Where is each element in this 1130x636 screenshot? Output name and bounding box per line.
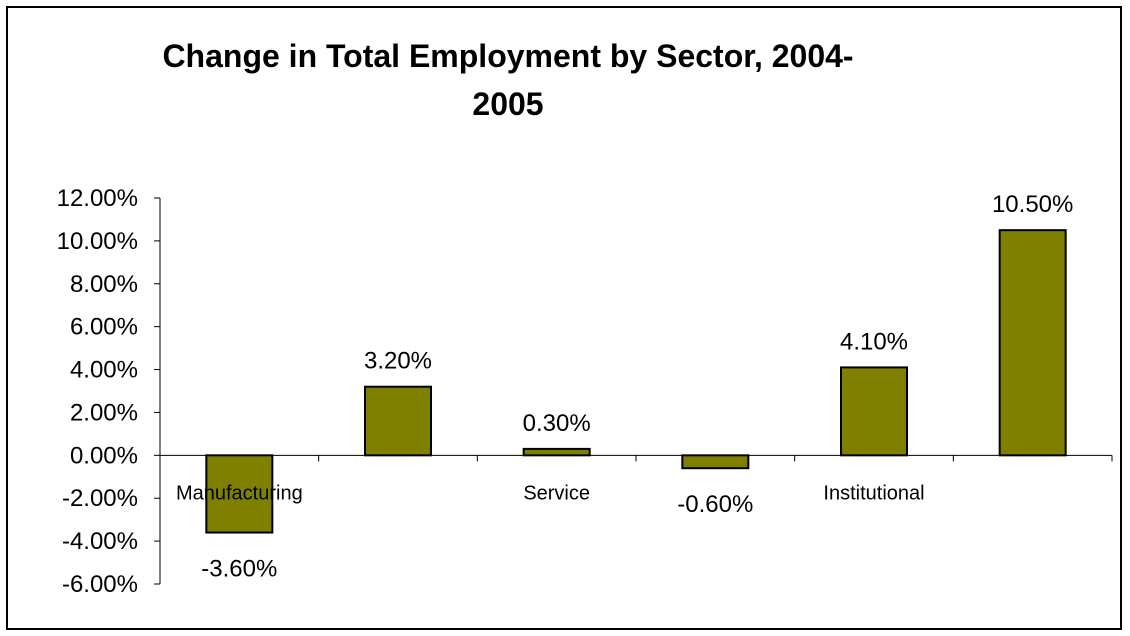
data-label: 3.20% bbox=[364, 348, 432, 375]
bar bbox=[681, 454, 750, 470]
category-label: Institutional bbox=[823, 482, 924, 504]
y-tick-label: 0.00% bbox=[70, 442, 138, 469]
bar bbox=[840, 366, 908, 457]
bar bbox=[205, 454, 274, 534]
y-tick-label: 2.00% bbox=[70, 399, 138, 426]
chart-title-line-1: Change in Total Employment by Sector, 20… bbox=[162, 38, 854, 74]
category-label: Service bbox=[523, 482, 590, 504]
bars bbox=[205, 229, 1067, 534]
y-tick-label: 6.00% bbox=[70, 314, 138, 341]
bar bbox=[364, 385, 432, 457]
x-axis bbox=[159, 454, 1113, 462]
category-label: Manufacturing bbox=[176, 482, 303, 504]
y-tick-label: 10.00% bbox=[57, 228, 138, 255]
y-tick-label: -4.00% bbox=[62, 528, 138, 555]
y-tick-label: -6.00% bbox=[62, 571, 138, 598]
data-label: -0.60% bbox=[677, 491, 753, 518]
y-tick-label: 12.00% bbox=[57, 185, 138, 212]
y-tick-label: 8.00% bbox=[70, 271, 138, 298]
chart-title-line-2: 2005 bbox=[472, 86, 544, 122]
data-label: 4.10% bbox=[840, 328, 908, 355]
data-label: 0.30% bbox=[523, 410, 591, 437]
category-labels: Manufacturing Service Institutional bbox=[176, 482, 925, 504]
data-labels: -3.60% 3.20% 0.30% -0.60% 4.10% 10.50% bbox=[201, 191, 1073, 582]
bar bbox=[522, 447, 591, 457]
y-tick-label: -2.00% bbox=[62, 485, 138, 512]
chart-frame: Change in Total Employment by Sector, 20… bbox=[6, 6, 1122, 630]
y-tick-label: 4.00% bbox=[70, 357, 138, 384]
bar bbox=[998, 229, 1067, 457]
y-axis: 12.00% 10.00% 8.00% 6.00% 4.00% 2.00% 0.00% -2.… bbox=[57, 185, 161, 598]
chart-title: Change in Total Employment by Sector, 20… bbox=[133, 32, 883, 128]
data-label: 10.50% bbox=[992, 191, 1073, 218]
data-label: -3.60% bbox=[201, 556, 277, 583]
